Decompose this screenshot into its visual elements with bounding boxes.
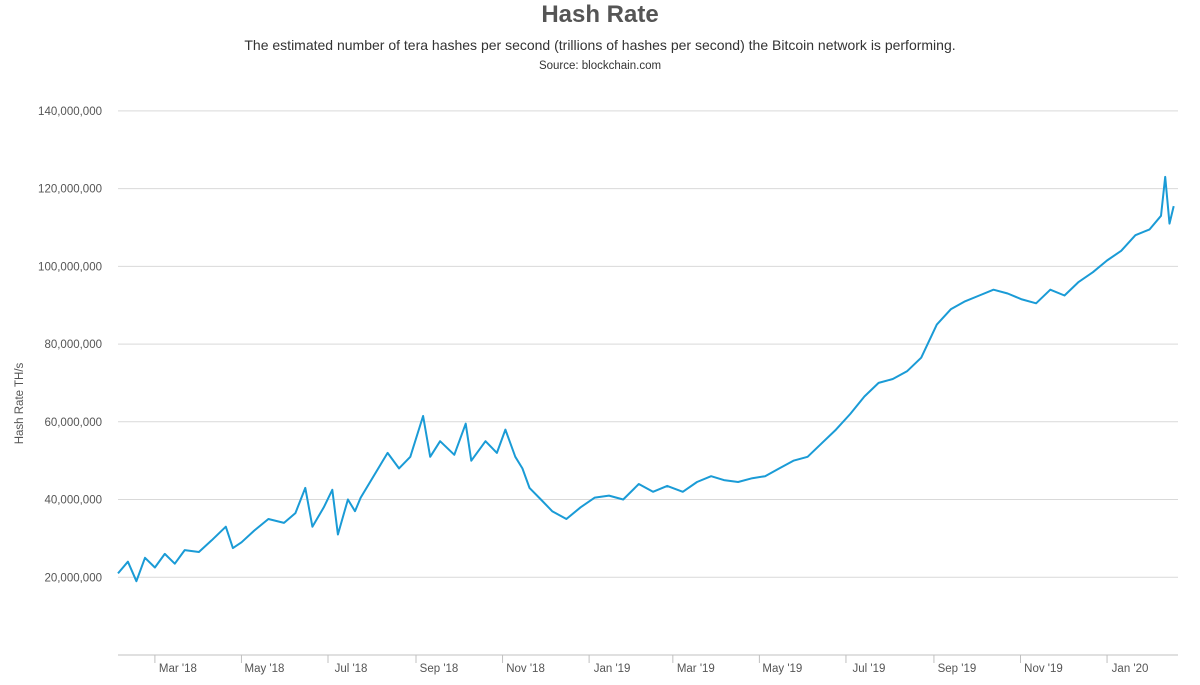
chart-subtitle: The estimated number of tera hashes per … [244,37,956,53]
x-tick-label: Jul '19 [853,663,886,675]
x-tick-label: Mar '19 [677,663,715,675]
y-axis-label: Hash Rate TH/s [14,362,26,444]
chart-title: Hash Rate [541,1,659,28]
x-tick-label: Jan '19 [594,663,631,675]
x-tick-label: Sep '19 [938,663,977,675]
x-tick-label: Jul '18 [335,663,368,675]
x-tick-label: Nov '18 [506,663,545,675]
x-tick-label: May '19 [762,663,802,675]
x-tick-label: Nov '19 [1024,663,1063,675]
y-tick-label: 100,000,000 [38,261,102,273]
x-tick-label: Mar '18 [159,663,197,675]
x-tick-label: Jan '20 [1112,663,1149,675]
y-tick-label: 120,000,000 [38,184,102,196]
y-axis-ticks: 20,000,000 40,000,000 60,000,000 80,000,000… [38,106,102,584]
grid-lines [118,110,1178,578]
y-tick-label: 80,000,000 [44,339,102,351]
series-line [117,175,1175,583]
y-tick-label: 40,000,000 [44,495,102,507]
y-tick-label: 60,000,000 [44,417,102,429]
chart-source: Source: blockchain.com [538,60,662,72]
y-tick-label: 140,000,000 [38,106,102,118]
x-tick-label: May '18 [244,663,284,675]
y-tick-label: 20,000,000 [44,572,102,584]
x-axis-ticks: Mar '18 May '18 Jul '18 Sep '18 Nov '18 Jan '… [154,655,1149,675]
x-tick-label: Sep '18 [420,663,459,675]
